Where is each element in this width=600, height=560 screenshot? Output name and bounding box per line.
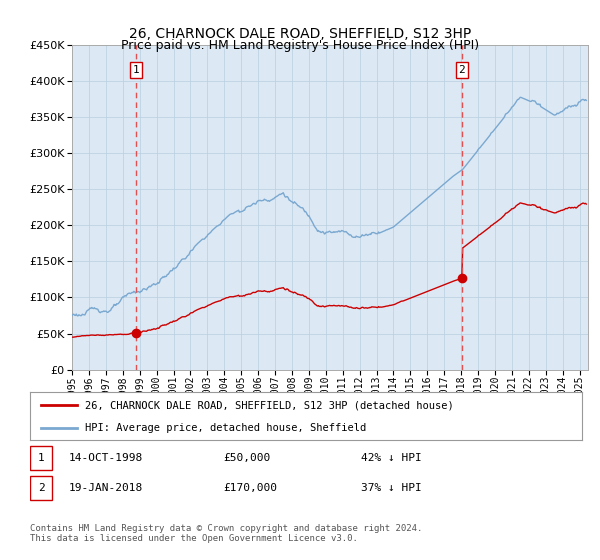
Text: 26, CHARNOCK DALE ROAD, SHEFFIELD, S12 3HP: 26, CHARNOCK DALE ROAD, SHEFFIELD, S12 3… bbox=[129, 27, 471, 41]
Text: Price paid vs. HM Land Registry's House Price Index (HPI): Price paid vs. HM Land Registry's House … bbox=[121, 39, 479, 52]
Bar bbox=[30, 446, 52, 470]
Text: HPI: Average price, detached house, Sheffield: HPI: Average price, detached house, Shef… bbox=[85, 423, 367, 433]
Text: 2: 2 bbox=[38, 483, 44, 493]
Text: 37% ↓ HPI: 37% ↓ HPI bbox=[361, 483, 422, 493]
Text: £170,000: £170,000 bbox=[223, 483, 277, 493]
Text: 1: 1 bbox=[133, 65, 139, 75]
Text: 19-JAN-2018: 19-JAN-2018 bbox=[68, 483, 143, 493]
Text: 26, CHARNOCK DALE ROAD, SHEFFIELD, S12 3HP (detached house): 26, CHARNOCK DALE ROAD, SHEFFIELD, S12 3… bbox=[85, 400, 454, 410]
Text: 1: 1 bbox=[38, 453, 44, 463]
Bar bbox=[30, 476, 52, 501]
Text: £50,000: £50,000 bbox=[223, 453, 271, 463]
Text: 42% ↓ HPI: 42% ↓ HPI bbox=[361, 453, 422, 463]
Text: Contains HM Land Registry data © Crown copyright and database right 2024.
This d: Contains HM Land Registry data © Crown c… bbox=[30, 524, 422, 543]
Text: 14-OCT-1998: 14-OCT-1998 bbox=[68, 453, 143, 463]
Text: 2: 2 bbox=[458, 65, 466, 75]
